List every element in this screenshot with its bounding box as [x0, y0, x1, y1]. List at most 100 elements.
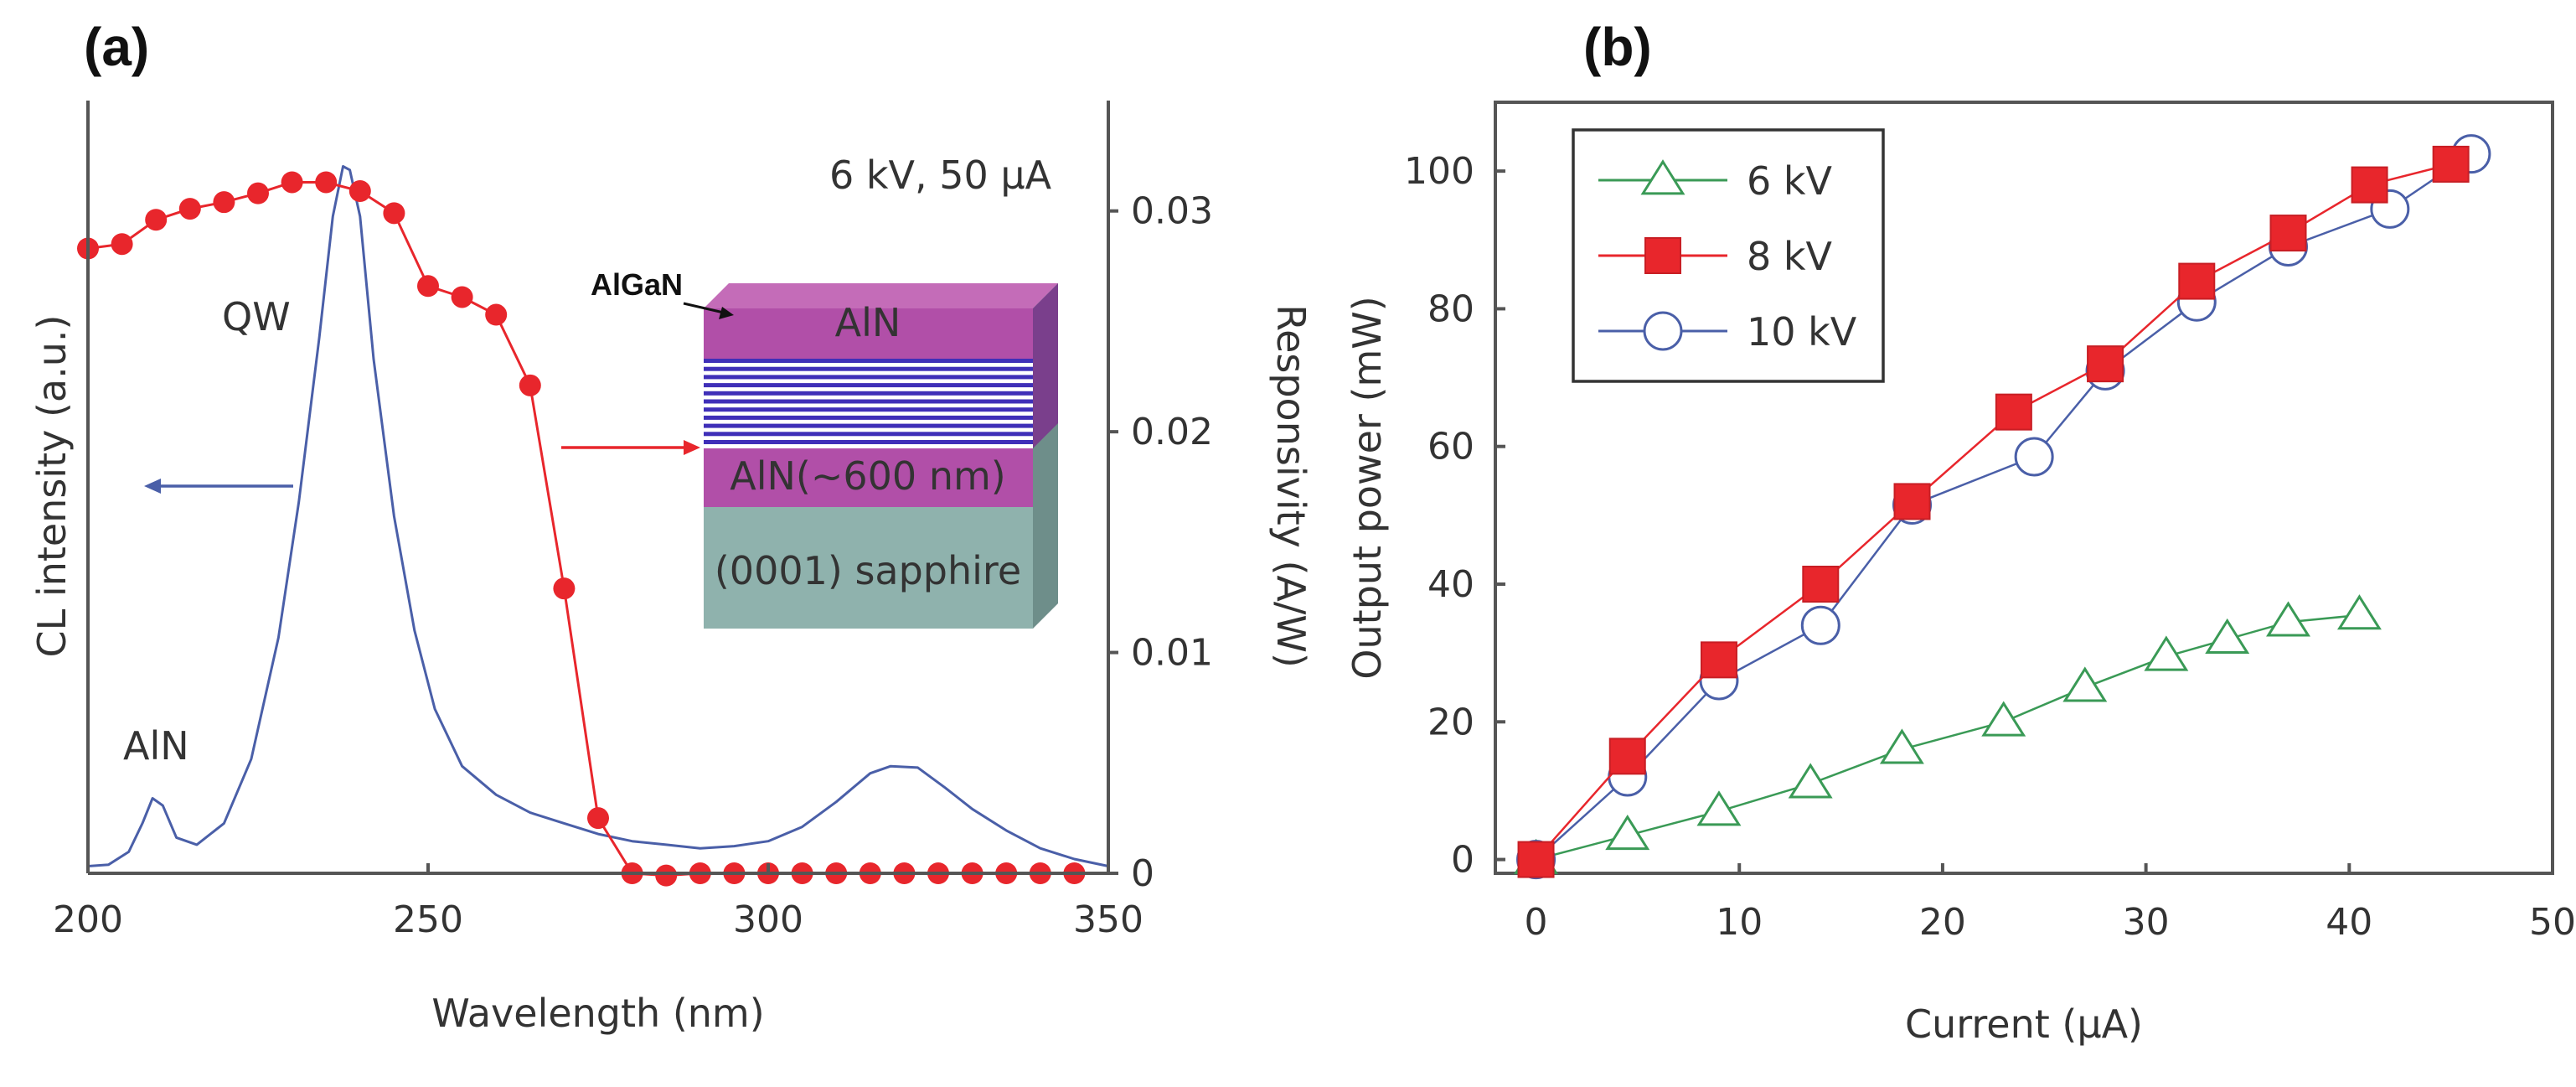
data-point-square — [1608, 738, 1646, 775]
responsivity-point — [417, 275, 439, 298]
panel-a-x-tick-label: 300 — [733, 898, 803, 941]
panel-b-y-tick-label: 40 — [1427, 563, 1474, 606]
layer-stack-inset: AlN AlN(~600 nm) (0001) sapphire AlGaN — [591, 267, 1058, 629]
responsivity-point — [519, 374, 541, 396]
data-point-square — [1700, 641, 1737, 679]
inset-algan-stripe — [704, 391, 1033, 396]
panel-a-right-tick-label: 0.02 — [1131, 411, 1213, 453]
condition-label: 6 kV, 50 µA — [829, 153, 1052, 198]
inset-substrate-layer — [704, 507, 1033, 629]
legend-marker — [1640, 159, 1685, 195]
inset-algan-stripe — [704, 399, 1033, 404]
data-point-triangle — [2062, 666, 2108, 702]
panel-b-ticks: 0 10 20 30 40 50 0 20 40 60 80 100 — [1404, 150, 2576, 944]
responsivity-point — [178, 198, 201, 220]
responsivity-point — [145, 209, 168, 231]
data-point-square — [1995, 393, 2032, 431]
panel-a-x-axis-label: Wavelength (nm) — [431, 991, 764, 1036]
panel-b-label: (b) — [1583, 17, 1652, 77]
panel-a-right-tick-label: 0.01 — [1131, 632, 1213, 675]
data-point-triangle — [2266, 601, 2310, 637]
data-point-triangle — [1696, 790, 1742, 826]
data-point-circle — [1800, 605, 1840, 645]
data-point-square — [1893, 483, 1931, 520]
panel-a-label: (a) — [84, 17, 149, 77]
panel-b-x-tick-label: 40 — [2326, 901, 2372, 944]
left-axis-arrowhead — [144, 479, 161, 494]
data-point-square — [2087, 345, 2124, 383]
panel-a-series — [77, 165, 1109, 887]
inset-algan-stripe — [704, 375, 1033, 380]
inset-algan-stripe — [704, 366, 1033, 371]
inset-algan-stripes — [704, 359, 1033, 444]
qw-peak-label: QW — [222, 294, 291, 339]
inset-top-face — [704, 283, 1058, 308]
responsivity-point — [451, 286, 473, 308]
responsivity-point — [247, 182, 269, 204]
inset-algan-stripe — [704, 432, 1033, 437]
panel-b-x-tick-label: 0 — [1525, 901, 1548, 944]
inset-algan-stripe — [704, 407, 1033, 412]
inset-algan-stripe — [704, 415, 1033, 420]
data-point-triangle — [1605, 815, 1650, 851]
data-point-triangle — [1981, 701, 2026, 737]
aln-peak-label: AlN — [123, 723, 189, 769]
panel-b-y-tick-label: 20 — [1427, 701, 1474, 743]
panel-b-plot-frame — [1494, 101, 2554, 875]
legend-label-8kv: 8 kV — [1747, 234, 1833, 279]
panel-b-y-tick-label: 80 — [1427, 287, 1474, 330]
panel-a-right-tick-label: 0 — [1131, 852, 1154, 895]
panel-a-x-tick-label: 350 — [1073, 898, 1143, 941]
cl-intensity-line — [87, 165, 1109, 867]
panel-a-left-axis-label: CL intensity (a.u.) — [29, 315, 75, 658]
panel-b-x-axis-label: Current (µA) — [1905, 1002, 2143, 1047]
legend-label-10kv: 10 kV — [1747, 309, 1857, 355]
panel-a: (a) AlN AlN(~600 nm) (0001) sapphire AlG… — [29, 17, 1314, 1036]
inset-buffer-label: AlN(~600 nm) — [730, 453, 1005, 499]
data-point-square — [1802, 566, 1840, 603]
responsivity-point — [111, 233, 133, 256]
data-point-square — [2432, 145, 2470, 183]
panel-b-y-axis-label: Output power (mW) — [1345, 296, 1390, 679]
responsivity-point — [281, 171, 303, 194]
panel-b-series — [1514, 134, 2491, 880]
data-point-square — [2178, 262, 2216, 300]
panel-b-y-tick-label: 100 — [1404, 150, 1474, 193]
inset-algan-arrow — [683, 302, 728, 315]
legend-label-6kv: 6 kV — [1747, 158, 1833, 204]
data-point-square — [1517, 841, 1555, 878]
inset-right-stripes-face — [1033, 283, 1058, 448]
legend-marks — [1598, 159, 1727, 351]
inset-algan-stripe — [704, 383, 1033, 388]
panel-b: (b) 0 10 20 30 40 50 0 20 40 60 80 100 6 kV 8 kV 10… — [1345, 17, 2576, 1047]
data-point-triangle — [2205, 618, 2250, 655]
inset-algan-stripe — [704, 359, 1033, 363]
panel-b-legend: 6 kV 8 kV 10 kV — [1572, 128, 1885, 383]
inset-buffer-layer — [704, 448, 1033, 507]
panel-b-y-tick-label: 0 — [1451, 839, 1474, 882]
inset-algan-arrowhead — [719, 307, 734, 319]
panel-a-x-tick-label: 250 — [393, 898, 463, 941]
panel-b-x-tick-label: 10 — [1716, 901, 1763, 944]
responsivity-point — [485, 303, 508, 326]
inset-substrate-label: (0001) sapphire — [715, 548, 1021, 593]
panel-b-x-tick-label: 50 — [2529, 901, 2576, 944]
responsivity-point — [587, 807, 609, 830]
responsivity-point — [348, 180, 371, 203]
panel-a-x-tick-label: 200 — [53, 898, 123, 941]
responsivity-point — [315, 171, 338, 194]
data-point-circle — [2014, 437, 2054, 477]
responsivity-point — [213, 191, 235, 214]
inset-top-aln-layer — [704, 308, 1033, 359]
responsivity-point — [553, 577, 576, 600]
inset-algan-label: AlGaN — [591, 267, 683, 302]
panel-b-y-tick-label: 60 — [1427, 426, 1474, 468]
inset-algan-stripe — [704, 423, 1033, 428]
panel-a-right-axis-label: Responsivity (A/W) — [1268, 304, 1314, 668]
legend-marker — [1644, 237, 1681, 274]
responsivity-point — [383, 202, 405, 225]
inset-algan-stripe — [704, 440, 1033, 444]
right-axis-arrowhead — [684, 440, 700, 455]
data-point-triangle — [1879, 728, 1924, 764]
